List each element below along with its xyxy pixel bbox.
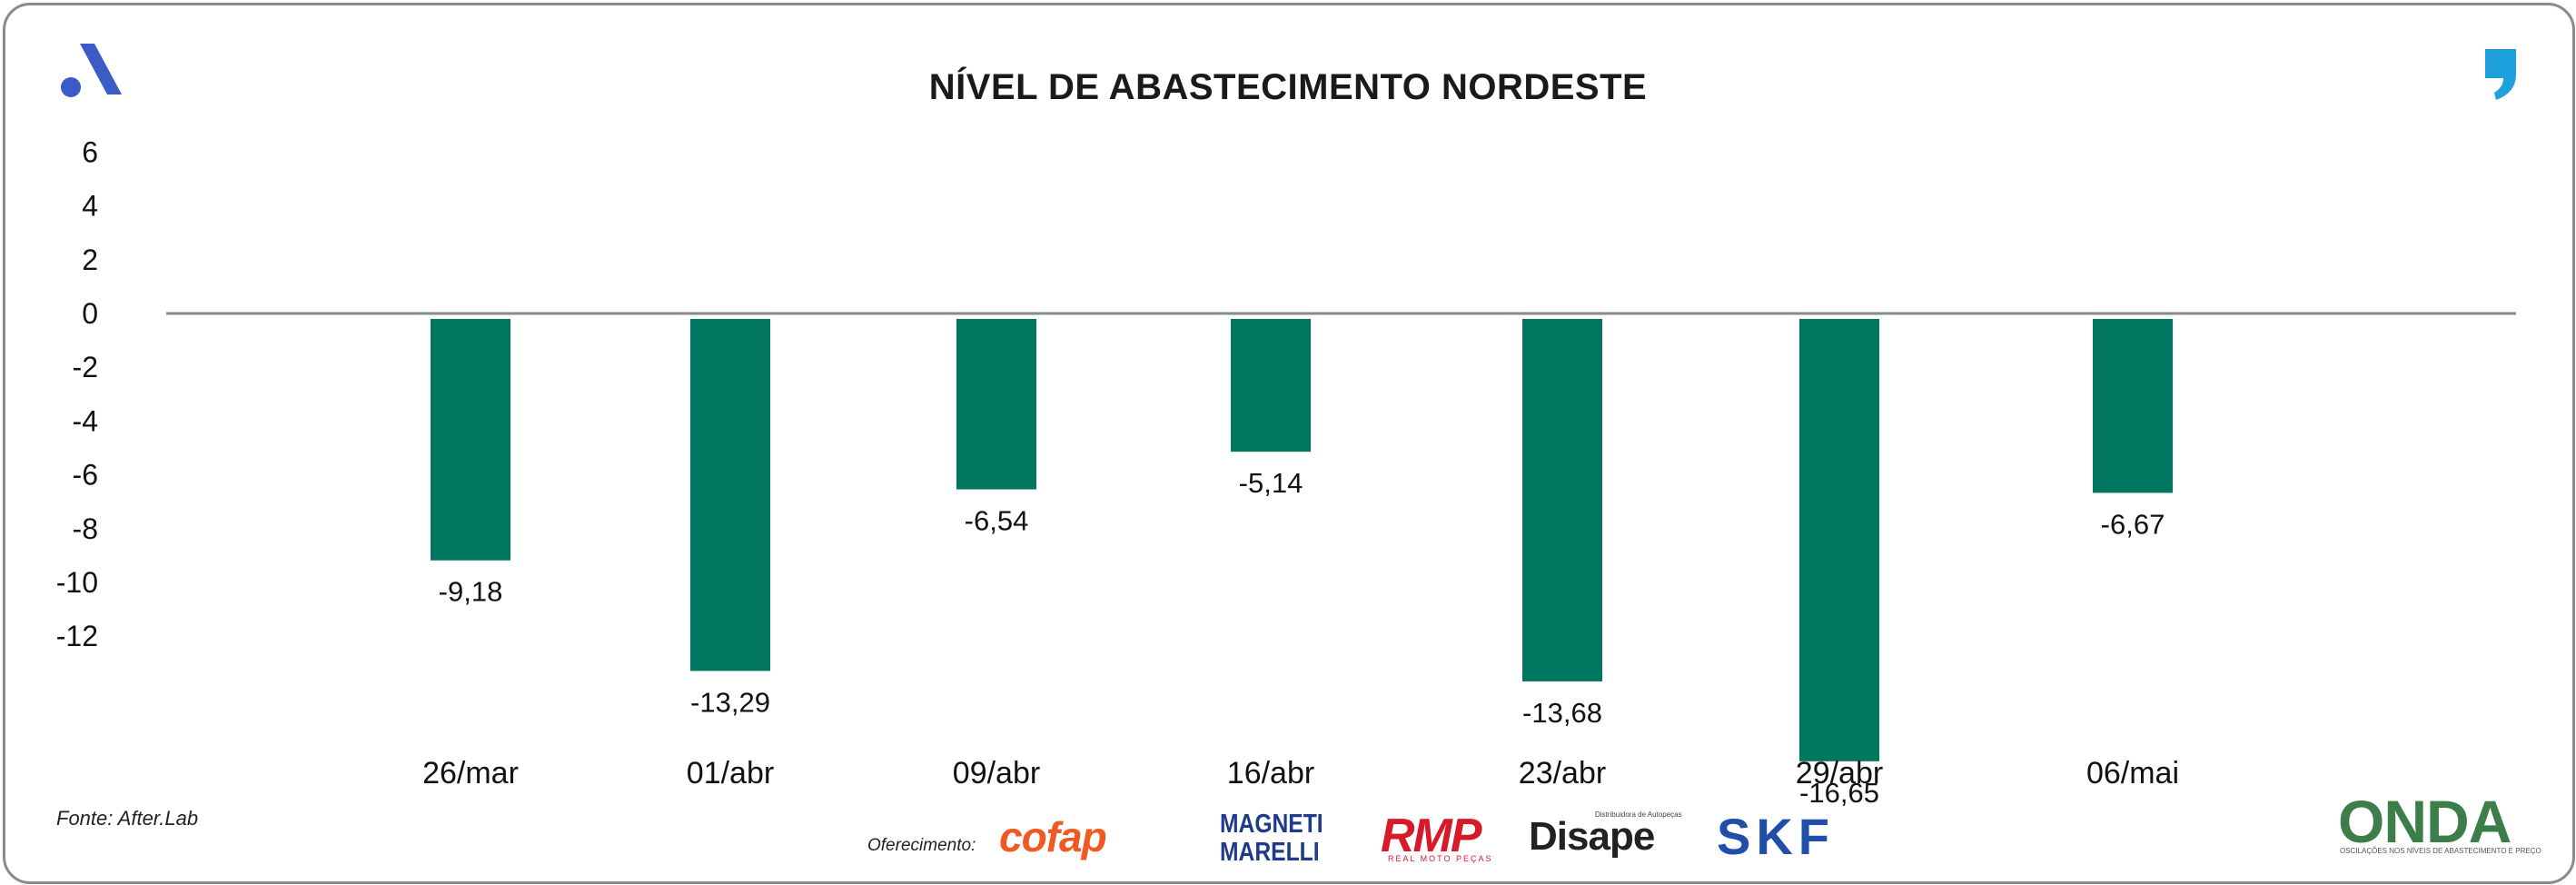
x-tick-label: 23/abr — [1519, 756, 1606, 791]
data-label: -5,14 — [1239, 467, 1303, 499]
bar — [956, 319, 1036, 490]
x-tick-label: 01/abr — [687, 756, 774, 791]
bar — [1231, 319, 1311, 452]
data-label: -16,65 — [1799, 777, 1879, 809]
y-tick-label: -4 — [73, 404, 98, 437]
data-label: -13,68 — [1522, 697, 1602, 729]
bar — [2093, 319, 2173, 493]
data-label: -13,29 — [690, 686, 770, 718]
source-note: Fonte: After.Lab — [56, 807, 199, 830]
data-label: -9,18 — [439, 576, 503, 608]
magneti-text: MAGNETI — [1220, 810, 1323, 839]
y-tick-label: -8 — [73, 512, 98, 545]
x-tick-label: 26/mar — [422, 756, 519, 791]
disape-logo: Disape — [1529, 814, 1655, 859]
cofap-logo: cofap — [999, 813, 1107, 860]
sponsor-label: Oferecimento: — [867, 836, 976, 855]
y-tick-label: -6 — [73, 459, 98, 492]
onda-subtitle: OSCILAÇÕES NOS NÍVEIS DE ABASTECIMENTO E… — [2340, 847, 2541, 855]
y-tick-label: 4 — [82, 190, 98, 223]
x-tick-label: 29/abr — [1796, 756, 1883, 791]
x-tick-label: 16/abr — [1227, 756, 1314, 791]
x-tick-label: 06/mai — [2086, 756, 2179, 791]
x-tick-label: 09/abr — [953, 756, 1040, 791]
y-tick-label: 0 — [82, 297, 98, 330]
onda-logo: ONDA — [2338, 788, 2512, 855]
data-label: -6,54 — [965, 505, 1029, 537]
chart-title: NÍVEL DE ABASTECIMENTO NORDESTE — [928, 67, 1648, 107]
bar — [1799, 319, 1879, 761]
bar — [431, 319, 510, 561]
magneti-marelli-logo: MAGNETI MARELLI — [1220, 810, 1323, 867]
skf-logo: SKF — [1717, 808, 1835, 865]
bar — [690, 319, 770, 671]
y-tick-label: -2 — [73, 351, 98, 383]
bar — [1522, 319, 1602, 681]
y-tick-label: -10 — [56, 566, 98, 599]
y-tick-label: 2 — [82, 244, 98, 276]
y-tick-label: -12 — [56, 620, 98, 652]
quote-icon — [2485, 49, 2516, 100]
app-logo-icon — [61, 44, 122, 97]
y-tick-label: 6 — [82, 135, 98, 168]
marelli-text: MARELLI — [1220, 838, 1320, 867]
disape-subtitle: Distribuidora de Autopeças — [1595, 810, 1682, 819]
rmp-subtitle: REAL MOTO PEÇAS — [1388, 854, 1493, 863]
data-label: -6,67 — [2101, 508, 2165, 540]
rmp-logo: RMP — [1381, 810, 1482, 862]
